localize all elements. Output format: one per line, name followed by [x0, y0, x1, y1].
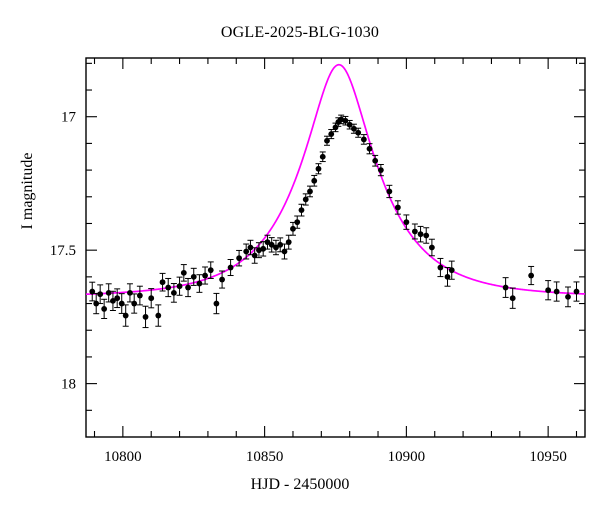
data-point: [444, 267, 451, 287]
data-point: [328, 129, 335, 140]
data-point: [180, 264, 187, 282]
data-point: [315, 163, 322, 175]
data-point: [165, 277, 172, 298]
data-point: [155, 304, 162, 327]
data-point: [268, 237, 275, 253]
data-point: [176, 276, 183, 296]
data-point: [114, 288, 121, 309]
data-point: [350, 123, 357, 134]
data-point: [109, 290, 116, 311]
y-tick-label: 18: [61, 377, 76, 393]
data-point: [118, 293, 125, 314]
data-point: [372, 154, 379, 167]
x-tick-label: 10900: [388, 449, 426, 465]
data-point: [573, 281, 580, 302]
data-point: [207, 261, 214, 279]
data-point: [243, 243, 250, 260]
data-point: [185, 277, 192, 298]
data-point: [196, 274, 203, 293]
data-point: [148, 288, 155, 309]
data-point: [448, 260, 455, 280]
data-point: [159, 272, 166, 292]
data-point: [289, 221, 296, 236]
axis-ticks: [86, 58, 585, 437]
data-point: [219, 270, 226, 289]
data-point: [545, 280, 552, 301]
data-point: [264, 234, 271, 250]
x-tick-label: 10850: [246, 449, 284, 465]
data-point: [294, 215, 301, 229]
data-point: [528, 265, 535, 286]
data-point: [437, 257, 444, 278]
data-point: [298, 203, 305, 217]
data-point: [346, 119, 353, 130]
data-point: [142, 305, 149, 329]
data-point: [190, 267, 197, 286]
data-point: [403, 214, 410, 230]
data-point: [202, 266, 209, 285]
data-point: [170, 283, 177, 303]
data-point: [247, 239, 254, 256]
data-point: [122, 304, 129, 327]
data-point: [428, 238, 435, 257]
x-tick-label: 10800: [104, 449, 142, 465]
data-point: [89, 281, 96, 302]
data-point: [394, 200, 401, 215]
data-point: [509, 287, 516, 309]
data-points: [89, 114, 580, 329]
data-point: [97, 284, 104, 305]
data-point: [213, 292, 220, 315]
data-point: [319, 151, 326, 163]
data-point: [101, 298, 108, 319]
data-point: [553, 281, 560, 302]
data-point: [355, 127, 362, 138]
plot-frame: [85, 57, 586, 438]
data-point: [131, 293, 138, 314]
data-point: [306, 185, 313, 198]
data-point: [251, 247, 258, 264]
data-point: [227, 259, 234, 277]
data-point: [136, 285, 143, 306]
data-point: [366, 143, 373, 155]
data-point: [377, 163, 384, 177]
page-title: OGLE-2025-BLG-1030: [220, 24, 380, 41]
data-point: [285, 234, 292, 250]
y-tick-label: 17.5: [50, 243, 76, 259]
data-point: [564, 286, 571, 308]
data-point: [272, 239, 279, 256]
data-point: [360, 134, 367, 145]
y-tick-label: 17: [61, 110, 77, 126]
data-point: [423, 227, 430, 244]
model-curve: [85, 63, 586, 296]
x-tick-label: 10950: [529, 449, 567, 465]
data-point: [411, 223, 418, 240]
data-point: [281, 243, 288, 260]
x-axis-label: HJD - 2450000: [250, 476, 350, 493]
data-point: [323, 135, 330, 146]
data-point: [417, 225, 424, 243]
data-point: [386, 184, 393, 199]
data-point: [236, 249, 243, 267]
axis-tick-labels: 10800 10850 10900 10950 17 17.5 18: [50, 110, 567, 465]
data-point: [311, 174, 318, 187]
data-point: [502, 277, 509, 298]
data-point: [126, 283, 133, 303]
data-point: [302, 193, 309, 206]
